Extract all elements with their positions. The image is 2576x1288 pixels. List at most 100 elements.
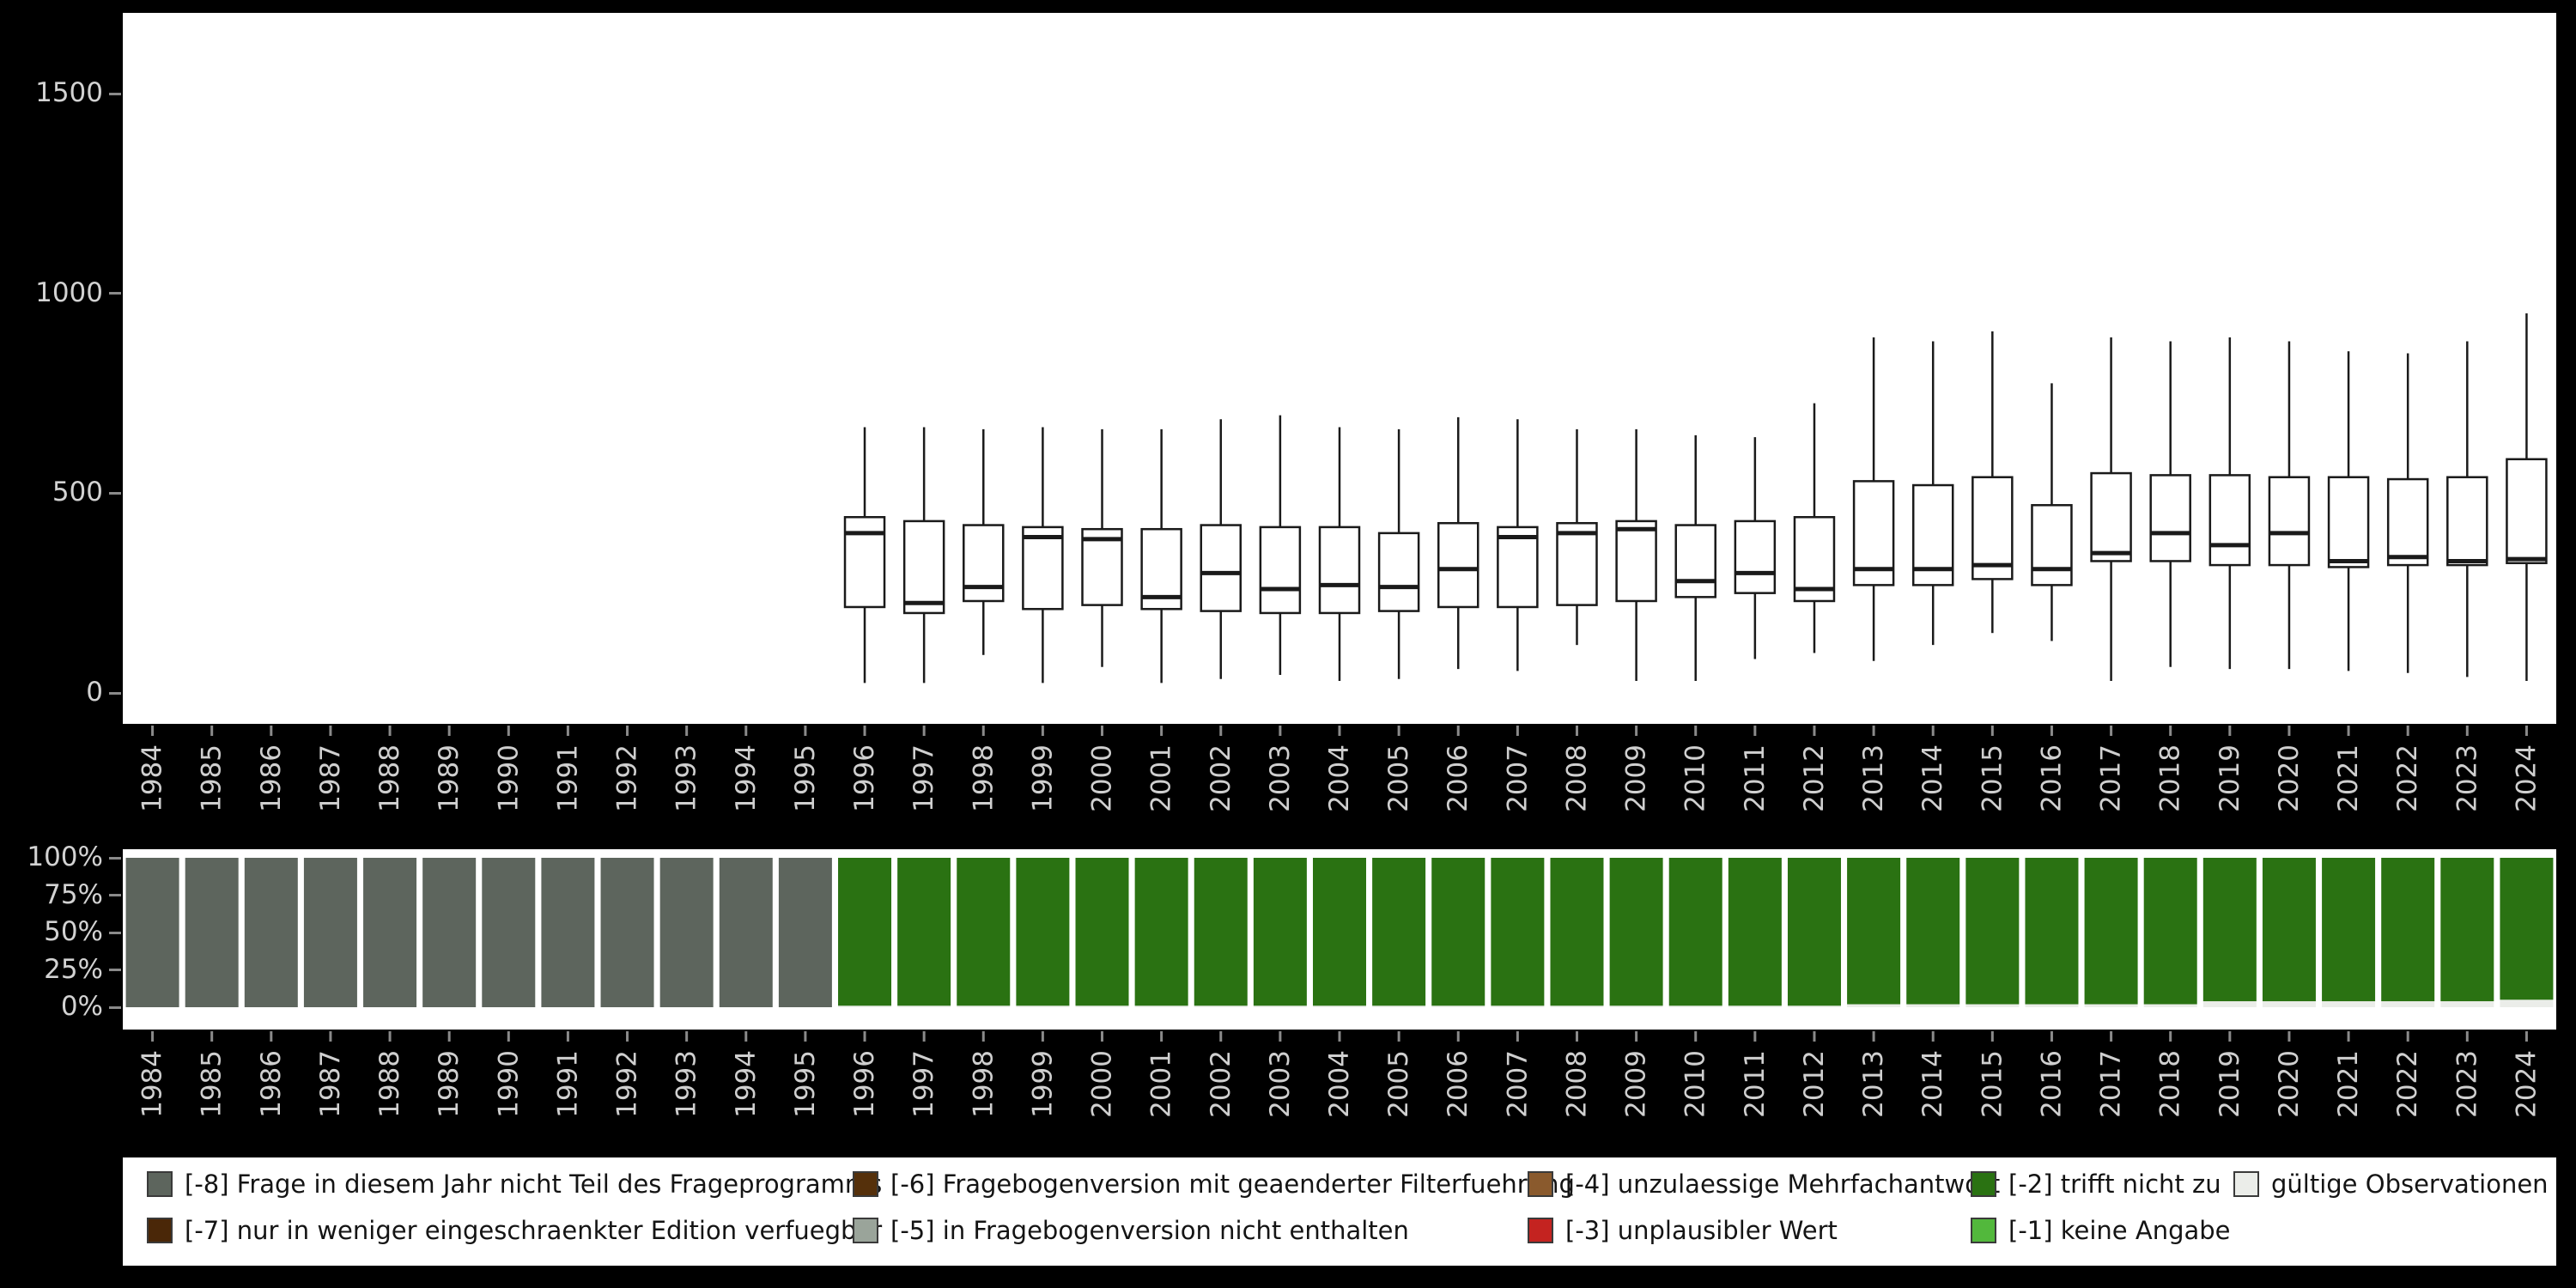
box-2009 [1615, 428, 1657, 682]
year-label-2015: 2015 [1977, 1050, 2008, 1118]
segment--2 [897, 858, 951, 1006]
box-1999 [1022, 427, 1064, 683]
legend-label--5: [-5] in Fragebogenversion nicht enthalte… [890, 1216, 1409, 1245]
bar-1991 [541, 858, 595, 1007]
year-label-1988: 1988 [374, 744, 405, 812]
segment--2 [1431, 858, 1485, 1006]
bar-2020 [2262, 858, 2316, 1007]
legend-swatch--4 [1528, 1171, 1553, 1197]
segment-valid [2084, 1004, 2138, 1007]
boxplot-ytick-0: 0 [86, 677, 103, 708]
bar-2024 [2500, 858, 2554, 1007]
year-label-1993: 1993 [671, 1050, 702, 1118]
legend-label--4: [-4] unzulaessige Mehrfachantwort [1565, 1170, 2001, 1199]
bar-1994 [719, 858, 773, 1007]
year-label-2010: 2010 [1680, 744, 1711, 812]
legend-item--6: [-6] Fragebogenversion mit geaenderter F… [853, 1170, 1575, 1199]
year-label-2022: 2022 [2392, 1050, 2423, 1118]
year-label-1991: 1991 [552, 744, 583, 812]
year-label-2013: 2013 [1858, 1050, 1889, 1118]
boxplot-ytick-mark [109, 292, 121, 295]
box-1997 [902, 427, 945, 683]
segment--2 [1728, 858, 1782, 1006]
year-label-2016: 2016 [2036, 1050, 2067, 1118]
box-2015 [1971, 331, 2014, 634]
year-label-1996: 1996 [849, 744, 880, 812]
bar-2005 [1372, 858, 1426, 1007]
year-label-2023: 2023 [2451, 1050, 2482, 1118]
year-label-2020: 2020 [2274, 744, 2305, 812]
bar-2016 [2025, 858, 2079, 1007]
bar-2001 [1134, 858, 1188, 1007]
box-2003 [1259, 415, 1302, 676]
legend-item--1: [-1] keine Angabe [1971, 1216, 2231, 1245]
segment--8 [363, 858, 417, 1007]
segment--8 [482, 858, 536, 1007]
year-label-2018: 2018 [2155, 1050, 2186, 1118]
bar-2002 [1194, 858, 1248, 1007]
year-label-1985: 1985 [197, 744, 228, 812]
bar-2017 [2084, 858, 2138, 1007]
segment-valid [1728, 1005, 1782, 1007]
bar-1985 [185, 858, 239, 1007]
year-label-1997: 1997 [908, 1050, 939, 1118]
segment-valid [2381, 1001, 2435, 1007]
year-label-1989: 1989 [434, 1050, 465, 1118]
legend-swatch--6 [853, 1171, 878, 1197]
segment--2 [838, 858, 892, 1006]
year-label-1988: 1988 [374, 1050, 405, 1118]
bar-1987 [303, 858, 357, 1007]
year-label-2007: 2007 [1502, 744, 1533, 812]
segment--2 [2143, 858, 2197, 1005]
year-label-2020: 2020 [2274, 1050, 2305, 1118]
year-label-2008: 2008 [1561, 1050, 1592, 1118]
year-label-2013: 2013 [1858, 744, 1889, 812]
box-2002 [1200, 419, 1242, 679]
year-label-2017: 2017 [2096, 744, 2127, 812]
box-2020 [2268, 341, 2311, 670]
year-label-2018: 2018 [2155, 744, 2186, 812]
year-label-2000: 2000 [1087, 1050, 1118, 1118]
segment--8 [778, 858, 832, 1007]
bar-1990 [482, 858, 536, 1007]
segment--2 [1609, 858, 1663, 1006]
box-2010 [1674, 434, 1716, 682]
year-label-2019: 2019 [2215, 1050, 2245, 1118]
segment--2 [1965, 858, 2020, 1005]
bar-2004 [1313, 858, 1366, 1007]
legend-item--5: [-5] in Fragebogenversion nicht enthalte… [853, 1216, 1409, 1245]
box-2024 [2506, 313, 2548, 682]
segment--2 [1847, 858, 1901, 1005]
segment-valid [2440, 1001, 2494, 1007]
year-label-2019: 2019 [2215, 744, 2245, 812]
year-label-1991: 1991 [552, 1050, 583, 1118]
year-label-2022: 2022 [2392, 744, 2423, 812]
legend-label--2: [-2] trifft nicht zu [2008, 1170, 2221, 1199]
segment--2 [2202, 858, 2257, 1002]
segment--2 [1668, 858, 1722, 1006]
year-label-2004: 2004 [1324, 744, 1355, 812]
box-2005 [1377, 428, 1420, 679]
year-label-1984: 1984 [137, 744, 168, 812]
segment--2 [1372, 858, 1426, 1006]
segment-valid [1194, 1005, 1248, 1007]
box-2017 [2090, 337, 2132, 682]
segment--2 [1313, 858, 1366, 1006]
segment-valid [1847, 1004, 1901, 1007]
box-2001 [1140, 428, 1182, 683]
bar-ytick-mark [109, 856, 121, 860]
year-label-1985: 1985 [197, 1050, 228, 1118]
year-label-2008: 2008 [1561, 744, 1592, 812]
bar-2008 [1550, 858, 1604, 1007]
legend-item--2: [-2] trifft nicht zu [1971, 1170, 2221, 1199]
segment-valid [1075, 1005, 1129, 1007]
segment--8 [600, 858, 654, 1007]
bar-2000 [1075, 858, 1129, 1007]
box-2013 [1852, 337, 1895, 661]
year-label-2010: 2010 [1680, 1050, 1711, 1118]
segment--2 [2084, 858, 2138, 1005]
year-label-2009: 2009 [1621, 1050, 1652, 1118]
segment--8 [125, 858, 179, 1007]
year-label-2012: 2012 [1799, 1050, 1830, 1118]
